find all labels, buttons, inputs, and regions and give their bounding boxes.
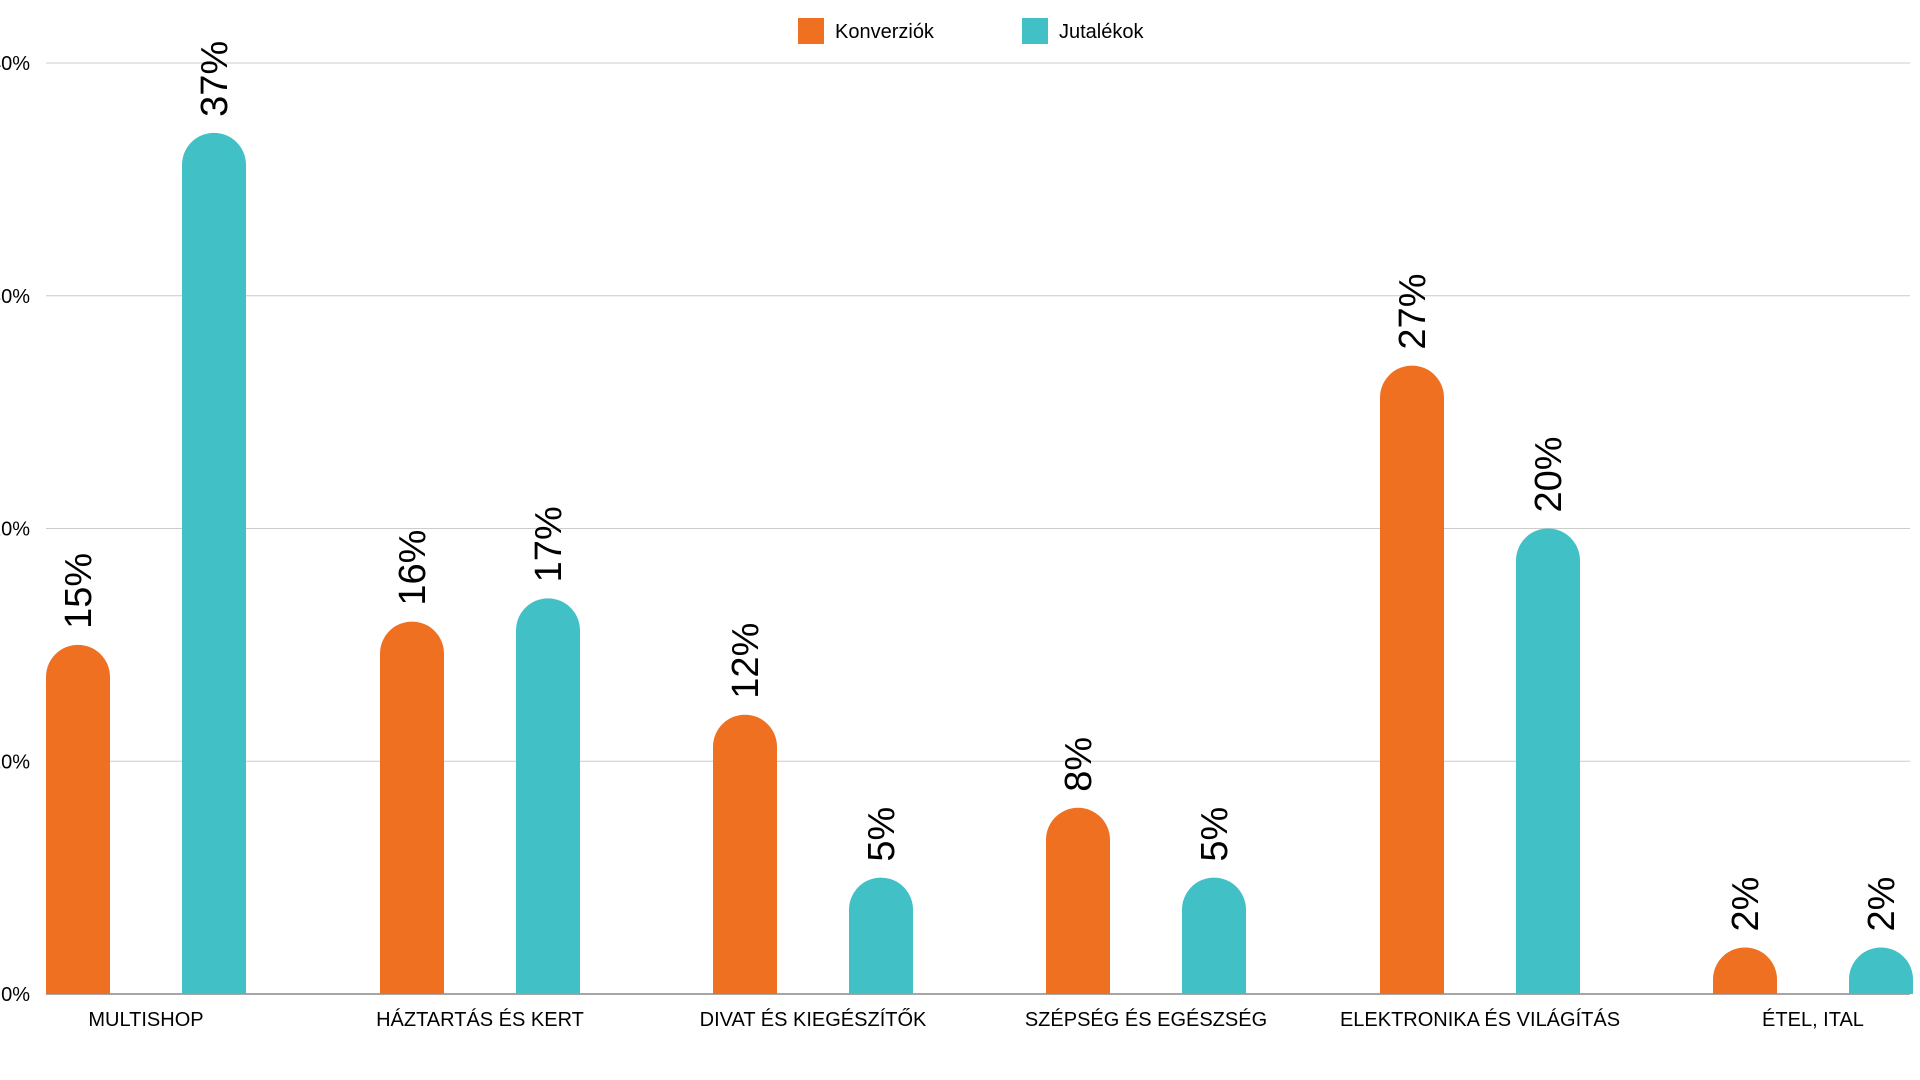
legend-swatch-jutalekok: [1022, 18, 1048, 44]
legend: Konverziók Jutalékok: [798, 18, 1144, 44]
x-tick-label: SZÉPSÉG ÉS EGÉSZSÉG: [1025, 1008, 1267, 1031]
y-axis-ticks: 0% 10% 20% 30% 40%: [0, 53, 30, 1006]
legend-label: Konverziók: [835, 21, 935, 43]
y-tick-label: 40%: [0, 53, 30, 75]
x-tick-label: MULTISHOP: [88, 1009, 203, 1031]
x-tick-label: DIVAT ÉS KIEGÉSZÍTŐK: [700, 1008, 927, 1031]
data-label: 8%: [1058, 737, 1100, 792]
x-tick-label: HÁZTARTÁS ÉS KERT: [376, 1008, 584, 1031]
data-labels: 15% 37% 16% 17% 12% 5% 8% 5% 27% 20% 2% 2%: [58, 41, 1903, 932]
bar-jutalekok: [182, 132, 246, 994]
bar-jutalekok: [849, 877, 913, 994]
x-axis-ticks: MULTISHOP HÁZTARTÁS ÉS KERT DIVAT ÉS KIEGÉ…: [88, 1008, 1864, 1031]
bar-konverziok: [380, 621, 444, 994]
data-label: 15%: [58, 553, 100, 629]
bar-konverziok: [713, 714, 777, 994]
data-label: 20%: [1528, 436, 1570, 512]
y-tick-label: 10%: [0, 751, 30, 773]
data-label: 5%: [1194, 807, 1236, 862]
bar-jutalekok: [1516, 528, 1580, 994]
bars: [46, 132, 1913, 994]
bar-jutalekok: [1182, 877, 1246, 994]
data-label: 5%: [861, 807, 903, 862]
x-tick-label: ÉTEL, ITAL: [1762, 1008, 1864, 1031]
data-label: 16%: [392, 530, 434, 606]
x-tick-label: ELEKTRONIKA ÉS VILÁGÍTÁS: [1340, 1008, 1620, 1031]
data-label: 2%: [1861, 877, 1903, 932]
bar-konverziok: [1380, 365, 1444, 994]
data-label: 27%: [1392, 274, 1434, 350]
bar-jutalekok: [1849, 947, 1913, 994]
y-tick-label: 0%: [1, 984, 30, 1006]
gridlines: [46, 62, 1910, 995]
data-label: 2%: [1725, 877, 1767, 932]
bar-jutalekok: [516, 598, 580, 994]
bar-konverziok: [46, 644, 110, 994]
y-tick-label: 20%: [0, 519, 30, 541]
bar-konverziok: [1046, 807, 1110, 994]
legend-label: Jutalékok: [1059, 21, 1144, 43]
legend-swatch-konverziok: [798, 18, 824, 44]
y-tick-label: 30%: [0, 286, 30, 308]
data-label: 17%: [528, 506, 570, 582]
data-label: 12%: [725, 623, 767, 699]
data-label: 37%: [194, 41, 236, 117]
bar-konverziok: [1713, 947, 1777, 994]
